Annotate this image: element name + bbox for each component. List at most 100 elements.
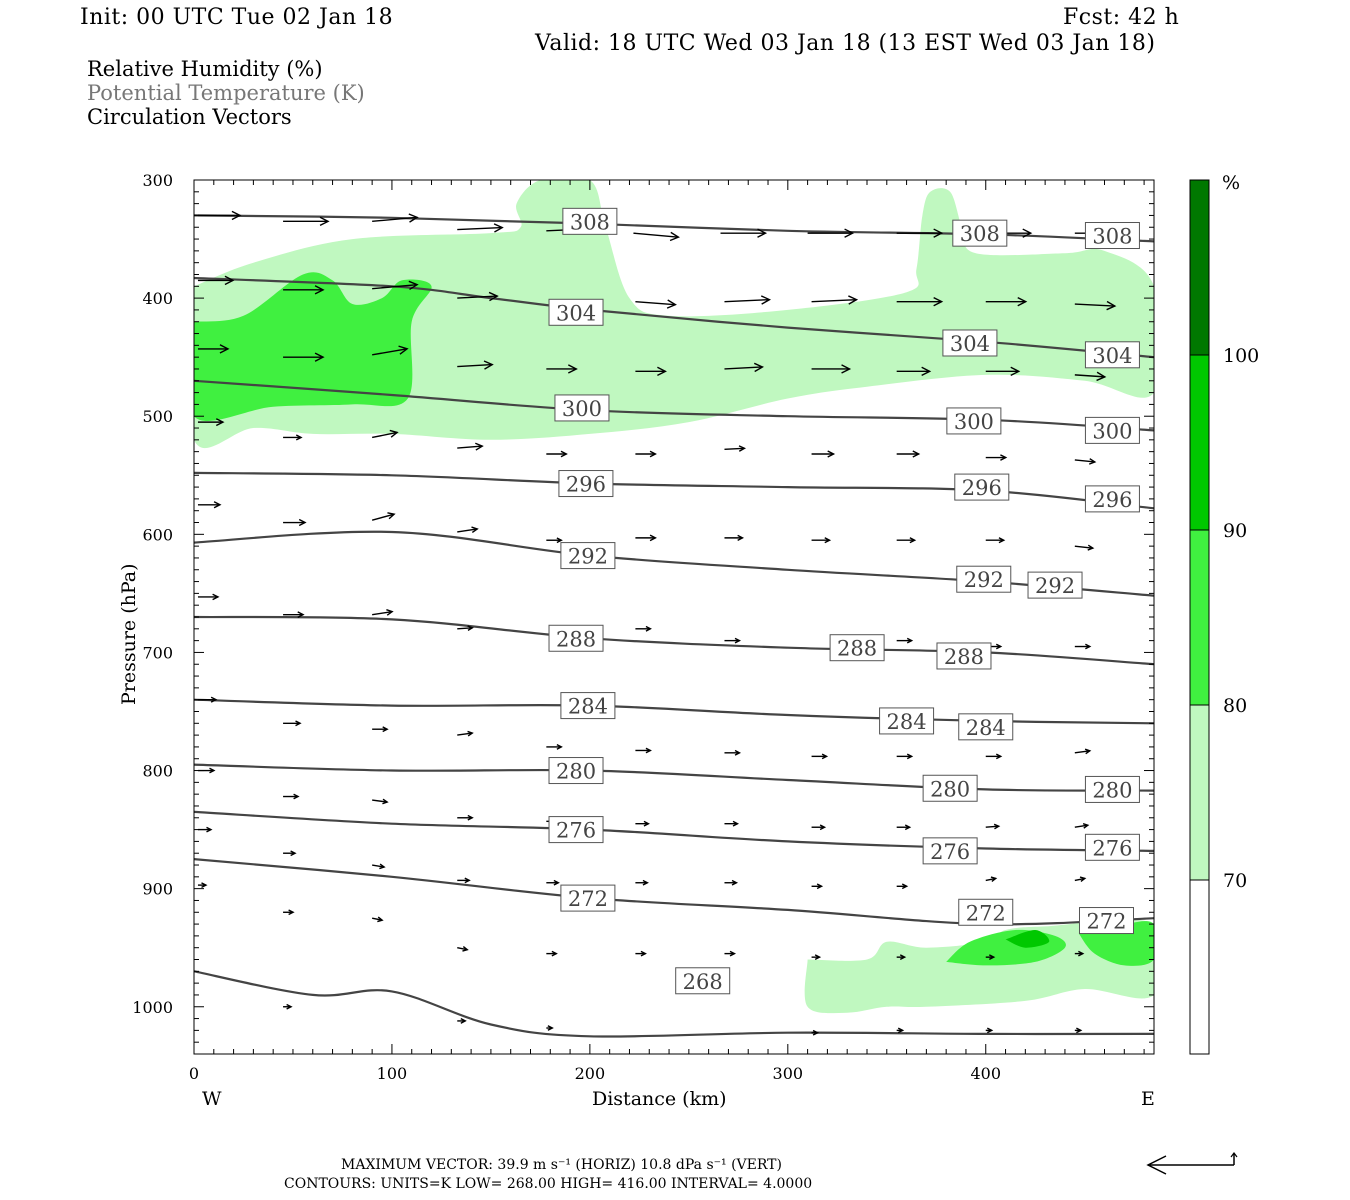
circulation-vector bbox=[1074, 371, 1107, 382]
circulation-vector bbox=[635, 820, 650, 827]
legend-vectors: Circulation Vectors bbox=[87, 105, 292, 129]
svg-text:292: 292 bbox=[568, 545, 608, 569]
circulation-vector bbox=[811, 537, 832, 544]
contour-label-276: 276 bbox=[922, 837, 978, 865]
rh-region-70-80 bbox=[194, 180, 1154, 448]
circulation-vector bbox=[985, 537, 1006, 544]
circulation-vector bbox=[197, 696, 218, 703]
svg-text:272: 272 bbox=[1086, 910, 1126, 934]
y-tick-label: 900 bbox=[142, 880, 173, 899]
circulation-vector bbox=[811, 1029, 820, 1036]
svg-text:272: 272 bbox=[966, 901, 1006, 925]
circulation-vector bbox=[724, 879, 739, 886]
circulation-vector bbox=[283, 1003, 293, 1010]
y-tick-label: 600 bbox=[142, 525, 173, 544]
circulation-vector bbox=[724, 637, 742, 644]
circulation-vector bbox=[633, 231, 680, 242]
contour-label-304: 304 bbox=[942, 329, 998, 357]
circulation-vector bbox=[197, 593, 220, 601]
contour-label-284: 284 bbox=[958, 713, 1014, 741]
colorbar-band-80 bbox=[1189, 529, 1210, 706]
contour-label-288: 288 bbox=[936, 642, 992, 670]
circulation-vector bbox=[457, 625, 474, 631]
x-tick-label: 300 bbox=[773, 1064, 804, 1083]
y-axis-label: Pressure (hPa) bbox=[118, 563, 140, 705]
circulation-vector bbox=[635, 299, 677, 309]
svg-text:308: 308 bbox=[1092, 225, 1132, 249]
circulation-vector bbox=[283, 909, 295, 916]
circulation-vector bbox=[197, 882, 208, 888]
circulation-vector bbox=[985, 753, 1003, 760]
circulation-vector bbox=[1074, 544, 1095, 551]
max-vector-note: MAXIMUM VECTOR: 39.9 m s⁻¹ (HORIZ) 10.8 … bbox=[341, 1157, 782, 1173]
theta-contour-308 bbox=[194, 214, 1154, 243]
circulation-vector bbox=[457, 291, 499, 302]
circulation-vector bbox=[197, 501, 222, 509]
circulation-vector bbox=[724, 820, 740, 827]
circulation-vector bbox=[896, 1027, 905, 1034]
svg-text:276: 276 bbox=[556, 819, 596, 843]
circulation-vector bbox=[457, 946, 469, 952]
circulation-vector bbox=[1074, 950, 1085, 957]
circulation-vector bbox=[1074, 823, 1090, 829]
circulation-vector bbox=[811, 364, 852, 374]
contour-label-272: 272 bbox=[1078, 907, 1134, 935]
contour-label-296: 296 bbox=[1084, 485, 1140, 513]
contour-label-300: 300 bbox=[554, 394, 610, 422]
circulation-vector bbox=[1074, 876, 1087, 883]
contour-label-276: 276 bbox=[548, 816, 604, 844]
contour-label-308: 308 bbox=[562, 207, 618, 235]
circulation-vector bbox=[985, 954, 996, 961]
x-tick-label: 200 bbox=[575, 1064, 606, 1083]
contour-label-296: 296 bbox=[558, 470, 614, 498]
circulation-vector bbox=[985, 876, 998, 883]
contour-info-note: CONTOURS: UNITS=K LOW= 268.00 HIGH= 416.… bbox=[284, 1176, 813, 1192]
svg-text:304: 304 bbox=[950, 332, 990, 356]
contour-label-280: 280 bbox=[1084, 775, 1140, 803]
circulation-vector bbox=[1074, 458, 1097, 465]
colorbar-level: 90 bbox=[1223, 520, 1247, 542]
contour-label-292: 292 bbox=[956, 565, 1012, 593]
circulation-vector bbox=[283, 352, 325, 362]
circulation-vector bbox=[283, 850, 297, 857]
circulation-vector bbox=[720, 228, 768, 238]
circulation-vector bbox=[724, 445, 747, 452]
init-time: Init: 00 UTC Tue 02 Jan 18 bbox=[80, 5, 394, 30]
valid-time: Valid: 18 UTC Wed 03 Jan 18 (13 EST Wed … bbox=[535, 31, 1156, 56]
circulation-vector bbox=[1074, 748, 1092, 755]
circulation-vector bbox=[724, 534, 745, 541]
x-tick-label: 0 bbox=[189, 1064, 199, 1083]
circulation-vector bbox=[372, 345, 409, 356]
y-tick-label: 300 bbox=[142, 171, 173, 190]
svg-text:268: 268 bbox=[683, 970, 723, 994]
colorbar-unit: % bbox=[1222, 172, 1240, 194]
svg-text:280: 280 bbox=[1092, 778, 1132, 802]
circulation-vector bbox=[546, 364, 578, 374]
west-label: W bbox=[202, 1088, 222, 1110]
contour-label-292: 292 bbox=[560, 542, 616, 570]
circulation-vector bbox=[811, 824, 827, 831]
x-tick-label: 400 bbox=[970, 1064, 1001, 1083]
circulation-vector bbox=[372, 609, 394, 616]
circulation-vector bbox=[283, 434, 303, 441]
circulation-vector bbox=[457, 442, 484, 451]
svg-text:288: 288 bbox=[837, 637, 877, 661]
contour-label-308: 308 bbox=[952, 219, 1008, 247]
circulation-vector bbox=[807, 228, 855, 238]
circulation-vector bbox=[371, 512, 396, 521]
circulation-vector bbox=[283, 793, 300, 800]
contour-label-304: 304 bbox=[548, 298, 604, 326]
circulation-vector bbox=[896, 637, 914, 644]
theta-contour-280 bbox=[194, 763, 1154, 792]
circulation-vector bbox=[372, 863, 386, 870]
legend-theta: Potential Temperature (K) bbox=[87, 81, 365, 105]
circulation-vector bbox=[283, 720, 302, 727]
circulation-vector bbox=[896, 883, 909, 890]
circulation-vector bbox=[546, 450, 568, 458]
svg-text:284: 284 bbox=[966, 716, 1006, 740]
circulation-vector bbox=[635, 625, 652, 632]
circulation-vector bbox=[457, 1018, 467, 1024]
circulation-vector bbox=[896, 954, 907, 961]
contour-label-272: 272 bbox=[958, 898, 1014, 926]
circulation-vector bbox=[811, 295, 859, 305]
